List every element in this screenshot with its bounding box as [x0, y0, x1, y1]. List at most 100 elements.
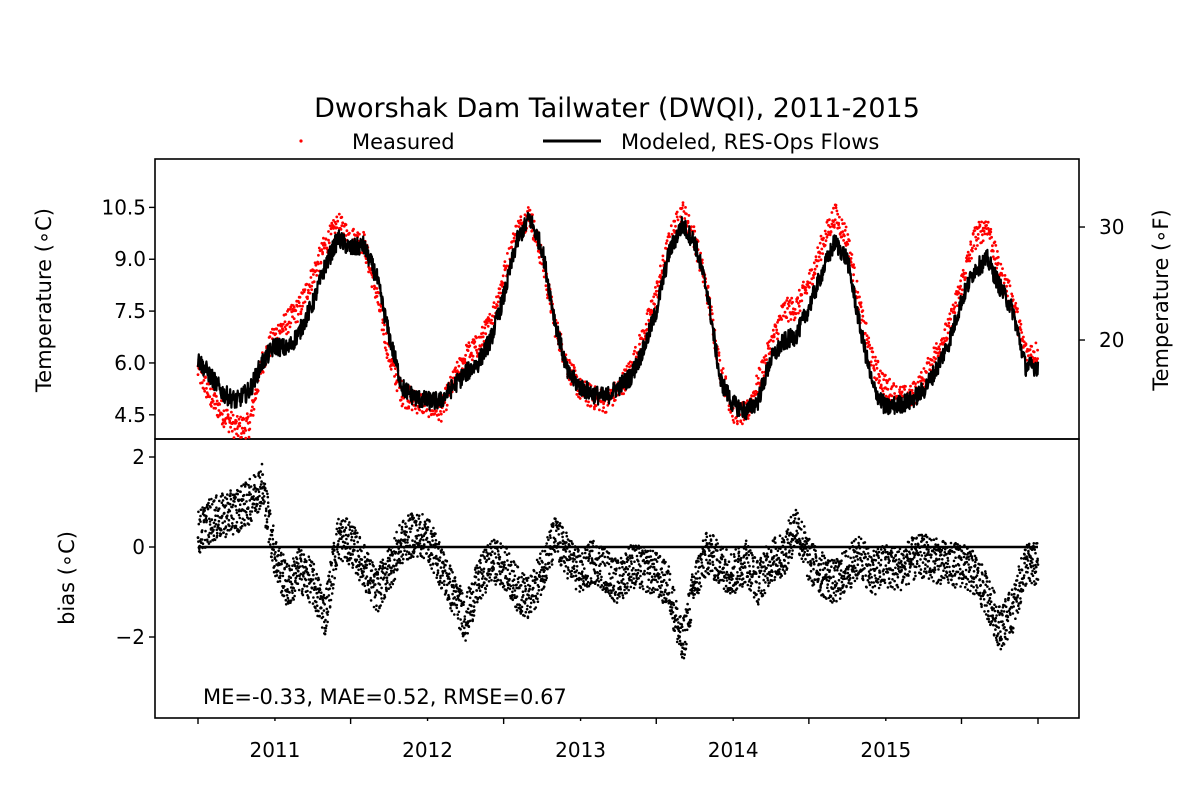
- bias-point: [242, 493, 246, 497]
- bias-point: [549, 536, 552, 539]
- bias-point: [360, 558, 364, 561]
- measured-point: [481, 331, 485, 335]
- measured-point: [564, 353, 568, 357]
- bias-point: [572, 567, 576, 570]
- bias-point: [803, 525, 806, 528]
- bias-point: [478, 566, 482, 569]
- bias-point: [277, 569, 280, 573]
- bias-point: [272, 545, 276, 549]
- bias-point: [815, 559, 818, 563]
- bias-point: [374, 591, 377, 594]
- bias-point: [710, 542, 714, 546]
- measured-point: [528, 208, 532, 212]
- bias-point: [529, 605, 532, 609]
- measured-point: [846, 242, 850, 246]
- bias-point: [647, 589, 650, 593]
- bias-point: [568, 545, 572, 548]
- bias-point: [534, 581, 537, 584]
- measured-point: [589, 404, 593, 408]
- bias-point: [523, 614, 526, 618]
- bias-point: [479, 597, 483, 600]
- bias-point: [753, 556, 757, 559]
- measured-point: [503, 260, 507, 263]
- bias-point: [707, 566, 710, 569]
- bias-point: [727, 560, 731, 563]
- bias-point: [752, 596, 756, 599]
- bias-point: [290, 589, 294, 592]
- bias-point: [670, 591, 674, 594]
- measured-point: [676, 218, 680, 222]
- bias-point: [357, 568, 360, 572]
- bias-point: [254, 475, 257, 479]
- bias-point: [453, 596, 457, 599]
- measured-point: [394, 373, 398, 376]
- bias-point: [252, 502, 256, 506]
- measured-point: [425, 408, 429, 411]
- measured-point: [336, 219, 340, 223]
- bias-point: [709, 538, 713, 541]
- bias-point: [752, 565, 755, 568]
- bias-point: [353, 526, 357, 530]
- measured-point: [399, 398, 403, 402]
- bias-point: [646, 585, 649, 589]
- bias-point: [565, 531, 568, 535]
- bias-point: [245, 500, 248, 503]
- bias-point: [573, 564, 576, 568]
- bias-point: [269, 543, 272, 546]
- measured-point: [384, 348, 388, 352]
- bias-point: [432, 571, 436, 574]
- measured-point: [971, 232, 975, 236]
- bias-point: [207, 535, 211, 539]
- bias-point: [350, 538, 353, 542]
- measured-point: [383, 346, 387, 350]
- bias-point: [731, 574, 735, 577]
- measured-point: [948, 312, 952, 316]
- bias-point: [452, 584, 455, 587]
- measured-point: [867, 336, 871, 340]
- measured-point: [904, 385, 907, 388]
- measured-point: [239, 415, 243, 419]
- bias-point: [378, 583, 382, 586]
- measured-point: [717, 351, 721, 355]
- bias-point: [655, 560, 659, 563]
- bias-point: [685, 628, 689, 632]
- bias-point: [328, 570, 332, 574]
- measured-point: [991, 249, 995, 253]
- bias-point: [223, 511, 226, 515]
- measured-point: [382, 328, 385, 332]
- bias-point: [402, 557, 405, 561]
- bias-point: [516, 565, 520, 569]
- bias-point: [743, 545, 747, 548]
- measured-point: [330, 221, 334, 225]
- measured-point: [800, 293, 804, 297]
- bias-point: [529, 597, 533, 600]
- measured-point: [532, 219, 536, 223]
- measured-point: [843, 222, 846, 225]
- bias-point: [767, 563, 770, 567]
- measured-point: [344, 223, 348, 227]
- measured-point: [856, 290, 860, 294]
- measured-point: [248, 421, 252, 424]
- bias-point: [379, 604, 383, 607]
- bias-point: [241, 524, 244, 528]
- measured-point: [852, 263, 855, 267]
- bias-point: [794, 508, 798, 512]
- bias-point: [566, 577, 569, 580]
- bias-point: [759, 556, 763, 560]
- bias-point: [409, 530, 412, 534]
- measured-point: [445, 408, 448, 412]
- measured-point: [732, 421, 736, 424]
- bias-point: [287, 564, 291, 568]
- measured-point: [654, 293, 658, 297]
- bias-point: [444, 563, 447, 567]
- measured-point: [475, 336, 478, 340]
- measured-point: [797, 311, 800, 315]
- bias-point: [295, 567, 298, 570]
- measured-point: [692, 225, 696, 229]
- measured-point: [791, 300, 794, 304]
- measured-point: [611, 403, 615, 407]
- bias-point: [765, 552, 769, 555]
- bias-point: [767, 584, 770, 588]
- bias-point: [455, 583, 458, 586]
- bias-point: [736, 560, 740, 563]
